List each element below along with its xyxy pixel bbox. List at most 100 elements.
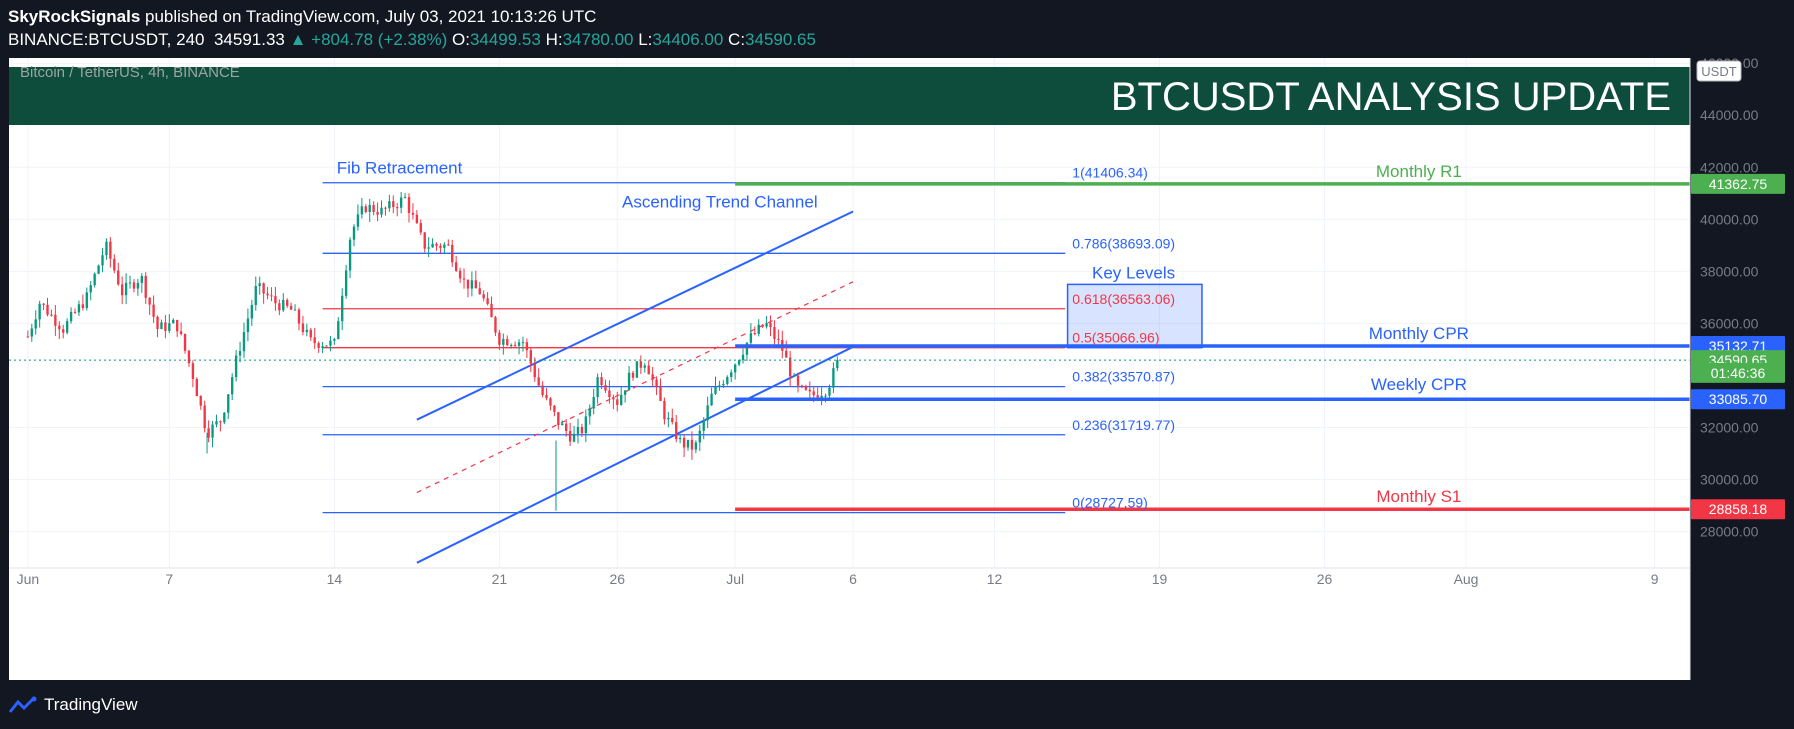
candle-body[interactable]: [549, 398, 552, 406]
candle-body[interactable]: [788, 357, 792, 377]
candle-body[interactable]: [565, 423, 568, 431]
candle-body[interactable]: [474, 280, 477, 289]
price-tag[interactable]: [1691, 362, 1785, 383]
candle-body[interactable]: [698, 430, 701, 443]
candle-body[interactable]: [360, 206, 364, 215]
candle-body[interactable]: [537, 377, 540, 386]
candle-body[interactable]: [250, 304, 254, 319]
candle-body[interactable]: [199, 396, 202, 406]
candle-body[interactable]: [627, 372, 631, 391]
candle-body[interactable]: [309, 329, 312, 338]
candle-body[interactable]: [313, 337, 316, 344]
candle-body[interactable]: [211, 424, 214, 438]
candle-body[interactable]: [604, 385, 607, 391]
candle-body[interactable]: [117, 270, 120, 285]
candle-body[interactable]: [785, 350, 788, 358]
candle-body[interactable]: [364, 206, 367, 212]
candle-body[interactable]: [144, 275, 147, 298]
candle-body[interactable]: [89, 285, 92, 293]
candle-body[interactable]: [506, 339, 509, 346]
candle-body[interactable]: [517, 342, 521, 346]
candle-body[interactable]: [568, 430, 572, 442]
candle-body[interactable]: [164, 322, 167, 331]
candle-body[interactable]: [258, 283, 261, 287]
candle-body[interactable]: [156, 316, 159, 330]
candle-body[interactable]: [399, 197, 403, 208]
candle-body[interactable]: [612, 397, 615, 400]
candle-body[interactable]: [600, 377, 603, 386]
candle-body[interactable]: [97, 265, 100, 274]
candle-body[interactable]: [411, 212, 415, 215]
candle-body[interactable]: [289, 305, 293, 310]
candle-body[interactable]: [286, 299, 289, 306]
candle-body[interactable]: [415, 214, 419, 224]
candle-body[interactable]: [140, 275, 143, 283]
candle-body[interactable]: [737, 360, 741, 365]
candle-body[interactable]: [828, 387, 831, 396]
candle-body[interactable]: [120, 284, 124, 296]
candle-body[interactable]: [631, 372, 635, 378]
candle-body[interactable]: [427, 247, 430, 249]
candle-body[interactable]: [710, 393, 713, 406]
candle-body[interactable]: [722, 383, 725, 386]
candle-body[interactable]: [352, 226, 356, 240]
candle-body[interactable]: [678, 437, 682, 440]
candle-body[interactable]: [525, 342, 529, 351]
candle-body[interactable]: [718, 385, 721, 387]
candle-body[interactable]: [317, 343, 320, 348]
candle-body[interactable]: [454, 262, 458, 271]
candle-body[interactable]: [101, 255, 104, 266]
candle-body[interactable]: [592, 397, 595, 409]
candle-body[interactable]: [733, 364, 737, 373]
candle-body[interactable]: [168, 323, 171, 331]
candle-body[interactable]: [172, 319, 175, 324]
candle-body[interactable]: [215, 421, 218, 425]
candle-body[interactable]: [769, 322, 772, 328]
candle-body[interactable]: [447, 244, 450, 246]
candle-body[interactable]: [278, 303, 281, 311]
candle-body[interactable]: [254, 286, 257, 305]
candle-body[interactable]: [58, 325, 61, 330]
candle-body[interactable]: [439, 245, 442, 248]
channel-lower-line[interactable]: [416, 345, 854, 564]
candle-body[interactable]: [466, 279, 470, 289]
candle-body[interactable]: [238, 351, 242, 356]
candle-body[interactable]: [293, 309, 297, 311]
price-tag[interactable]: [1691, 173, 1785, 194]
candle-body[interactable]: [761, 324, 764, 327]
candle-body[interactable]: [62, 329, 65, 333]
candle-body[interactable]: [54, 314, 57, 326]
candle-body[interactable]: [462, 278, 466, 280]
candle-body[interactable]: [557, 412, 560, 426]
candle-body[interactable]: [341, 295, 344, 322]
candle-body[interactable]: [561, 423, 564, 426]
publisher-name[interactable]: SkyRockSignals: [8, 7, 141, 26]
candle-body[interactable]: [348, 239, 352, 271]
footer-brand[interactable]: TradingView: [8, 690, 138, 720]
candle-body[interactable]: [109, 241, 112, 259]
candle-body[interactable]: [820, 395, 823, 399]
candle-body[interactable]: [639, 361, 643, 368]
candle-body[interactable]: [435, 243, 438, 246]
candle-body[interactable]: [223, 412, 226, 423]
candle-body[interactable]: [533, 363, 536, 378]
candle-body[interactable]: [246, 318, 250, 333]
candle-body[interactable]: [73, 311, 77, 313]
candle-body[interactable]: [42, 303, 45, 305]
candle-body[interactable]: [262, 283, 265, 294]
candle-body[interactable]: [384, 207, 387, 209]
candle-body[interactable]: [128, 282, 132, 284]
candle-body[interactable]: [376, 211, 379, 215]
candle-body[interactable]: [690, 439, 694, 450]
candle-body[interactable]: [584, 416, 588, 434]
candle-body[interactable]: [65, 321, 69, 333]
candle-body[interactable]: [282, 299, 285, 311]
candle-body[interactable]: [651, 374, 654, 380]
candle-body[interactable]: [301, 323, 305, 333]
candle-body[interactable]: [545, 395, 548, 399]
candle-body[interactable]: [219, 421, 222, 423]
candle-body[interactable]: [443, 244, 446, 248]
candle-body[interactable]: [623, 390, 627, 395]
candle-body[interactable]: [745, 342, 749, 355]
candle-body[interactable]: [380, 207, 383, 215]
